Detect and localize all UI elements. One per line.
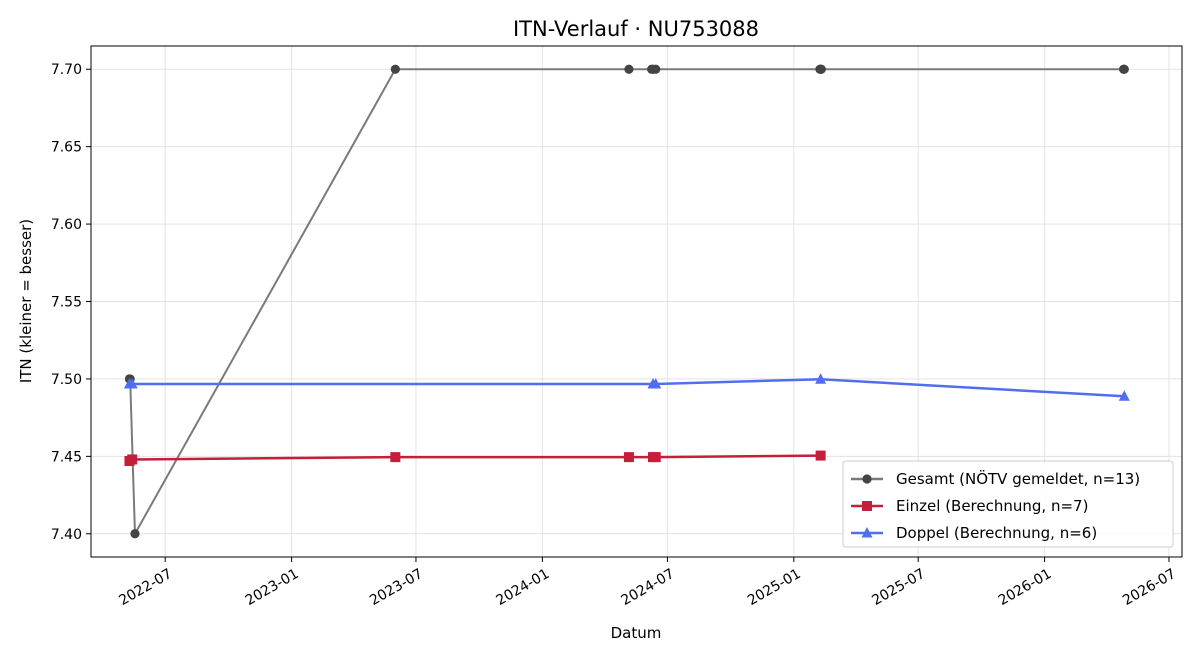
data-point-einzel [623,452,634,463]
y-tick-label: 7.45 [51,449,82,465]
data-point-gesamt [624,64,634,74]
legend-marker-einzel [862,501,872,511]
data-point-gesamt [1119,64,1129,74]
series-einzel [124,450,826,466]
data-point-doppel [650,378,662,389]
data-point-gesamt [390,64,400,74]
data-point-einzel [650,452,661,463]
data-point-doppel [1118,390,1130,401]
data-point-gesamt [130,529,140,539]
series-gesamt [124,64,1129,539]
chart-title: ITN-Verlauf · NU753088 [513,17,759,41]
data-point-einzel [815,450,826,461]
y-tick-label: 7.40 [51,527,82,543]
data-point-gesamt [816,64,826,74]
data-point-doppel [126,378,138,389]
legend-marker-gesamt [862,474,872,484]
y-tick-label: 7.55 [51,295,82,311]
y-tick-label: 7.50 [51,372,82,388]
legend-box [842,460,1174,548]
legend-label-einzel: Einzel (Berechnung, n=7) [896,497,1088,515]
legend: Gesamt (NÖTV gemeldet, n=13) Einzel (Ber… [842,460,1174,548]
data-point-einzel [127,454,138,465]
series-layer [123,64,1130,539]
legend-marker-doppel [861,527,873,538]
legend-label-doppel: Doppel (Berechnung, n=6) [896,524,1097,542]
series-doppel [123,373,1130,401]
data-point-doppel [815,373,827,384]
y-tick-label: 7.60 [51,217,82,233]
y-tick-label: 7.70 [51,62,82,78]
y-tick-label: 7.65 [51,140,82,156]
data-point-einzel [390,452,401,463]
legend-marks [851,474,883,538]
y-axis-label: ITN (kleiner = besser) [17,219,35,383]
legend-label-gesamt: Gesamt (NÖTV gemeldet, n=13) [896,469,1140,488]
data-point-gesamt [651,64,661,74]
x-axis-label: Datum [611,624,662,642]
